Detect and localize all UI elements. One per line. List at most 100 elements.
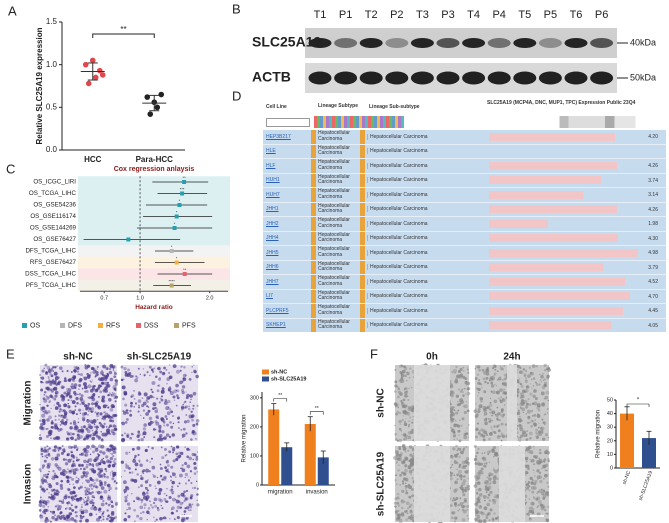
bar xyxy=(317,457,329,485)
cell xyxy=(488,519,491,522)
cell xyxy=(45,473,47,476)
cell xyxy=(88,488,91,491)
expression-value: 4.26 xyxy=(648,163,658,169)
cell xyxy=(159,467,163,470)
cell xyxy=(458,447,462,451)
cell xyxy=(70,504,73,507)
lineage-sub-subtype: Hepatocellular Carcinoma xyxy=(367,162,487,169)
cell xyxy=(182,403,184,406)
cell xyxy=(539,479,543,484)
cell xyxy=(109,456,114,461)
cell xyxy=(481,368,485,372)
expression-cell: 4.30 xyxy=(487,232,666,246)
cell xyxy=(503,364,506,367)
cell xyxy=(142,409,146,412)
cell xyxy=(541,385,546,390)
cell xyxy=(412,458,415,461)
sig-bracket xyxy=(92,33,155,38)
cell xyxy=(190,398,192,401)
bar xyxy=(620,413,634,468)
cell xyxy=(525,433,528,436)
lineage-subtype: Hepatocellular Carcinoma xyxy=(318,159,350,171)
cell xyxy=(404,482,407,485)
lane-label: P3 xyxy=(441,9,454,21)
cell xyxy=(178,451,181,455)
cell xyxy=(497,424,501,427)
band xyxy=(513,38,537,48)
cell xyxy=(517,436,520,439)
cell xyxy=(535,497,539,501)
cell xyxy=(398,516,401,520)
cell xyxy=(41,455,44,458)
cell xyxy=(112,431,116,436)
cell xyxy=(183,490,186,494)
cell xyxy=(149,504,153,507)
cell xyxy=(484,519,486,521)
cell xyxy=(525,460,528,463)
cell xyxy=(493,467,495,470)
cell xyxy=(107,415,111,419)
cell xyxy=(127,515,131,519)
cell xyxy=(478,430,481,432)
cell xyxy=(90,506,94,511)
cell xyxy=(396,501,400,505)
cell xyxy=(546,374,550,379)
cell xyxy=(137,430,141,434)
cell xyxy=(175,457,179,461)
cell xyxy=(156,397,159,400)
cell xyxy=(524,369,528,373)
cell xyxy=(479,501,481,504)
cell xyxy=(90,395,94,400)
x-tick-label: invasion xyxy=(306,490,328,496)
cell xyxy=(134,378,139,383)
cell xyxy=(477,518,481,522)
cell xyxy=(451,499,454,502)
cell xyxy=(180,518,185,523)
cell xyxy=(68,470,72,473)
cell xyxy=(137,410,140,413)
cell xyxy=(479,505,482,507)
cell xyxy=(189,394,193,398)
cell xyxy=(488,408,492,411)
cell xyxy=(482,369,485,372)
cell xyxy=(397,469,400,472)
cell xyxy=(99,412,103,416)
cell xyxy=(160,395,164,398)
cell xyxy=(186,447,190,451)
cell xyxy=(108,463,111,467)
cell xyxy=(160,504,162,507)
sig-label: **** xyxy=(169,279,176,284)
cell xyxy=(412,468,415,471)
cell xyxy=(526,486,529,490)
cell xyxy=(528,366,532,369)
cell xyxy=(457,409,460,412)
cell xyxy=(114,457,117,461)
cell xyxy=(493,399,498,404)
row-band xyxy=(78,268,230,280)
cell xyxy=(48,492,50,494)
cell xyxy=(108,370,113,375)
cell xyxy=(450,403,452,406)
cell xyxy=(183,499,186,503)
cell xyxy=(466,461,470,465)
cell xyxy=(496,425,499,428)
cell xyxy=(93,506,98,511)
cell xyxy=(453,498,457,502)
cell xyxy=(67,432,71,436)
cell xyxy=(407,431,412,435)
cell xyxy=(401,506,404,510)
cell xyxy=(400,430,402,432)
cell xyxy=(401,418,404,422)
cell xyxy=(46,445,49,448)
cell xyxy=(99,450,103,454)
cell xyxy=(397,406,400,409)
cell xyxy=(535,428,539,432)
cell xyxy=(126,433,130,437)
cell xyxy=(537,490,540,493)
cell xyxy=(153,367,156,370)
cell xyxy=(41,418,46,423)
cell xyxy=(140,484,144,488)
cell xyxy=(40,380,43,384)
cell xyxy=(92,419,97,424)
cell xyxy=(462,491,464,494)
